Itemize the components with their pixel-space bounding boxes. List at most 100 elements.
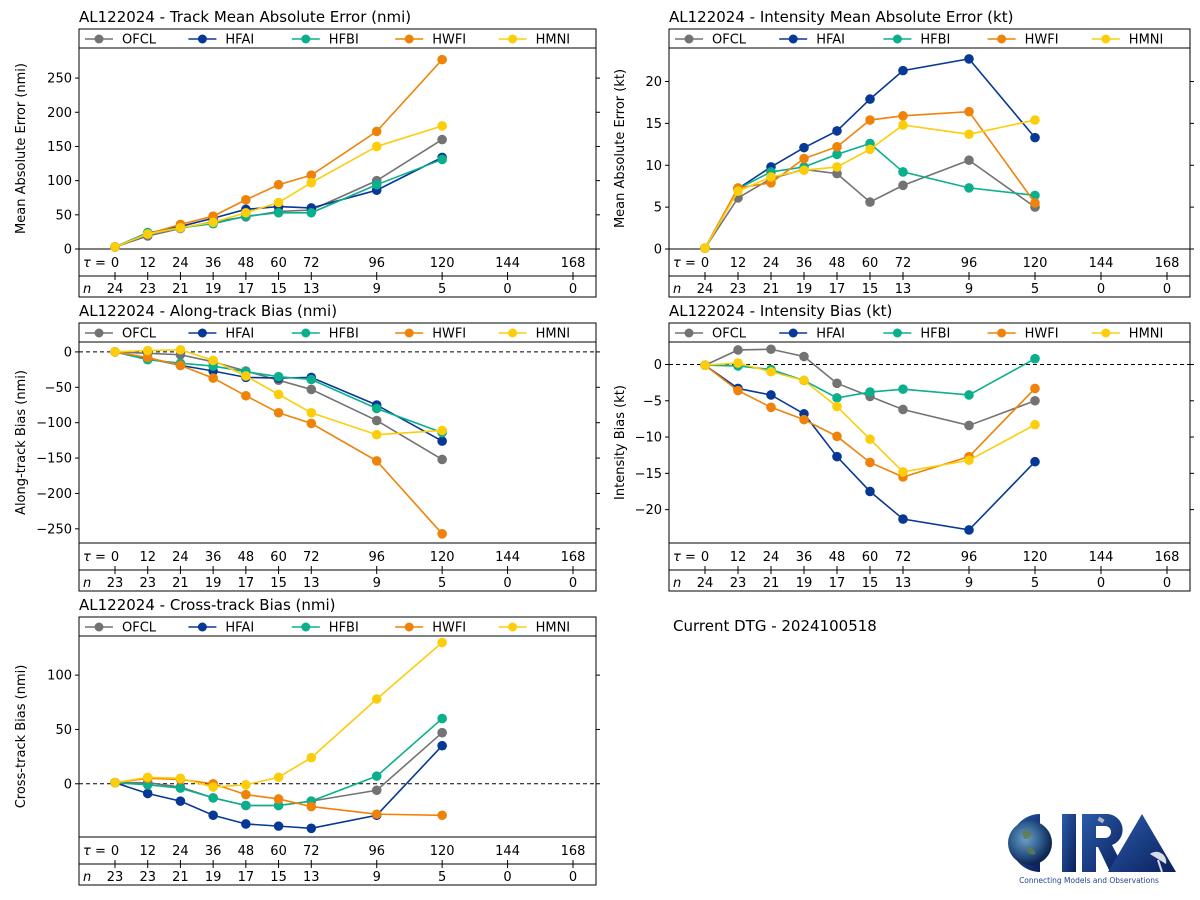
- chart-cross-track-bias: AL122024 - Cross-track Bias (nmi) OFCL HFA…: [14, 596, 600, 886]
- y-tick-label: −10: [635, 431, 662, 446]
- data-point: [832, 401, 842, 412]
- legend-marker: [508, 328, 518, 338]
- tau-tick-label: 96: [368, 256, 385, 271]
- data-point: [306, 177, 317, 188]
- data-point: [175, 783, 186, 793]
- tau-tick-label: 72: [303, 844, 320, 859]
- data-point: [241, 789, 251, 800]
- y-tick-label: −5: [643, 394, 662, 409]
- tau-tick-label: 24: [763, 256, 780, 271]
- data-point: [898, 65, 908, 76]
- tau-tick-label: 48: [829, 550, 846, 565]
- tau-tick-label: 60: [270, 256, 287, 271]
- legend-marker: [94, 622, 104, 632]
- legend-label: HWFI: [432, 621, 466, 636]
- tau-tick-label: 12: [139, 550, 156, 565]
- tau-tick-label: 24: [172, 844, 189, 859]
- legend-marker: [508, 622, 518, 632]
- y-tick-label: 0: [64, 777, 72, 792]
- n-count-label: 0: [569, 576, 577, 591]
- data-point: [175, 773, 186, 784]
- y-axis-label: Along-track Bias (nmi): [14, 370, 29, 515]
- logo-tagline: Connecting Models and Observations: [1019, 876, 1159, 885]
- legend-item-ofcl: OFCL: [85, 621, 157, 636]
- tau-label: τ =: [83, 550, 106, 565]
- data-point: [898, 180, 908, 191]
- data-point: [865, 115, 875, 125]
- data-point: [208, 810, 218, 821]
- y-axis-label: Intensity Bias (kt): [613, 385, 628, 500]
- legend-marker: [301, 622, 311, 632]
- chart-title: AL122024 - Along-track Bias (nmi): [79, 302, 337, 320]
- n-count-label: 21: [763, 282, 780, 297]
- tau-tick-label: 60: [270, 550, 287, 565]
- legend-marker: [404, 622, 414, 632]
- data-point: [898, 120, 908, 130]
- data-point: [273, 772, 284, 783]
- tau-label: τ =: [83, 256, 106, 271]
- legend-label: HFBI: [329, 327, 359, 342]
- tau-tick-label: 24: [172, 256, 189, 271]
- data-point: [273, 389, 284, 400]
- data-point: [306, 207, 317, 218]
- y-tick-label: 0: [654, 358, 662, 373]
- legend-item-hwfi: HWFI: [987, 327, 1059, 342]
- y-tick-label: 250: [47, 72, 72, 87]
- y-tick-label: −50: [45, 381, 72, 396]
- legend-item-hmni: HMNI: [498, 621, 570, 636]
- chart-frame: [78, 322, 597, 592]
- tau-tick-label: 144: [1089, 256, 1114, 271]
- data-point: [964, 525, 974, 535]
- n-count-label: 19: [205, 576, 222, 591]
- data-point: [371, 429, 382, 440]
- tau-tick-label: 48: [238, 844, 255, 859]
- tau-label: τ =: [673, 256, 696, 271]
- series-hmni: [700, 358, 1040, 477]
- n-count-label: 15: [270, 576, 287, 591]
- tau-tick-label: 12: [139, 256, 156, 271]
- y-tick-label: −200: [36, 487, 72, 502]
- legend-marker: [301, 328, 311, 338]
- y-tick-label: 15: [645, 117, 662, 132]
- data-point: [306, 407, 317, 418]
- legend-item-hfbi: HFBI: [291, 327, 359, 342]
- y-tick-label: −20: [635, 503, 662, 518]
- n-count-label: 5: [438, 282, 446, 297]
- legend-marker: [404, 328, 414, 338]
- tau-label: τ =: [673, 550, 696, 565]
- n-count-label: 17: [829, 576, 846, 591]
- chart-title: AL122024 - Intensity Bias (kt): [669, 302, 892, 320]
- legend-label: HWFI: [1025, 327, 1059, 342]
- tau-tick-label: 0: [111, 256, 119, 271]
- chart-legend: OFCL HFAI HFBI HWFI HMNI: [675, 327, 1163, 342]
- data-point: [208, 373, 218, 383]
- tau-tick-label: 12: [730, 550, 747, 565]
- data-point: [306, 801, 317, 812]
- n-count-label: 17: [238, 870, 255, 885]
- data-point: [1030, 353, 1040, 364]
- n-count-label: 9: [965, 576, 973, 591]
- n-count-label: 24: [107, 282, 124, 297]
- legend-item-hfai: HFAI: [188, 33, 254, 48]
- data-point: [241, 390, 251, 401]
- legend-item-hwfi: HWFI: [395, 33, 466, 48]
- tau-tick-label: 0: [701, 550, 709, 565]
- legend-item-hfbi: HFBI: [291, 621, 359, 636]
- n-label: n: [673, 282, 681, 297]
- tau-tick-label: 48: [238, 550, 255, 565]
- tau-tick-label: 60: [862, 550, 879, 565]
- legend-marker: [94, 328, 104, 338]
- legend-marker: [508, 34, 518, 44]
- data-point: [898, 404, 908, 415]
- legend-label: HMNI: [1129, 327, 1164, 342]
- chart-frame: [668, 322, 1191, 592]
- data-point: [832, 451, 842, 462]
- n-count-label: 23: [139, 870, 156, 885]
- series-hwfi: [110, 54, 447, 252]
- data-point: [437, 637, 447, 648]
- data-point: [1030, 383, 1040, 394]
- data-point: [898, 467, 908, 477]
- tau-tick-label: 72: [303, 550, 320, 565]
- chart-title: AL122024 - Track Mean Absolute Error (nm…: [79, 8, 411, 26]
